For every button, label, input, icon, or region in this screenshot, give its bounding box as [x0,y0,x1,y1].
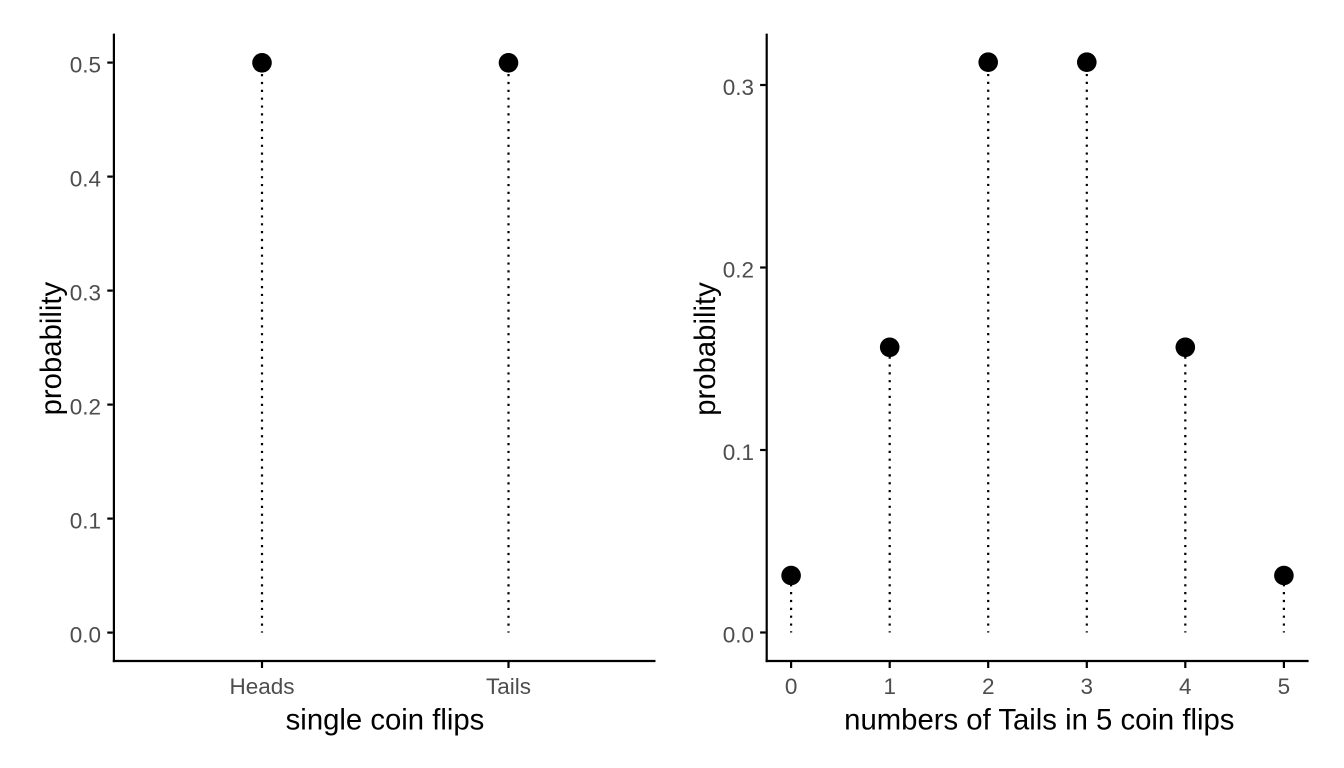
svg-text:0.0: 0.0 [723,623,754,648]
svg-text:probability: probability [689,282,722,416]
svg-text:3: 3 [1081,674,1094,699]
svg-text:0.1: 0.1 [723,440,754,465]
svg-text:4: 4 [1179,674,1192,699]
svg-text:0: 0 [785,674,798,699]
svg-text:1: 1 [883,674,896,699]
svg-text:Heads: Heads [229,674,294,699]
svg-text:numbers of Tails in 5 coin fli: numbers of Tails in 5 coin flips [844,704,1234,737]
svg-text:0.4: 0.4 [70,167,101,192]
svg-text:0.3: 0.3 [70,281,101,306]
svg-text:0.0: 0.0 [70,623,101,648]
svg-text:0.3: 0.3 [723,75,754,100]
svg-text:0.2: 0.2 [70,395,101,420]
svg-text:0.5: 0.5 [70,53,101,78]
svg-text:single coin flips: single coin flips [286,704,485,737]
svg-text:0.2: 0.2 [723,258,754,283]
svg-text:0.1: 0.1 [70,509,101,534]
svg-text:Tails: Tails [486,674,531,699]
svg-text:2: 2 [982,674,995,699]
svg-text:probability: probability [35,281,68,415]
svg-text:5: 5 [1278,674,1291,699]
